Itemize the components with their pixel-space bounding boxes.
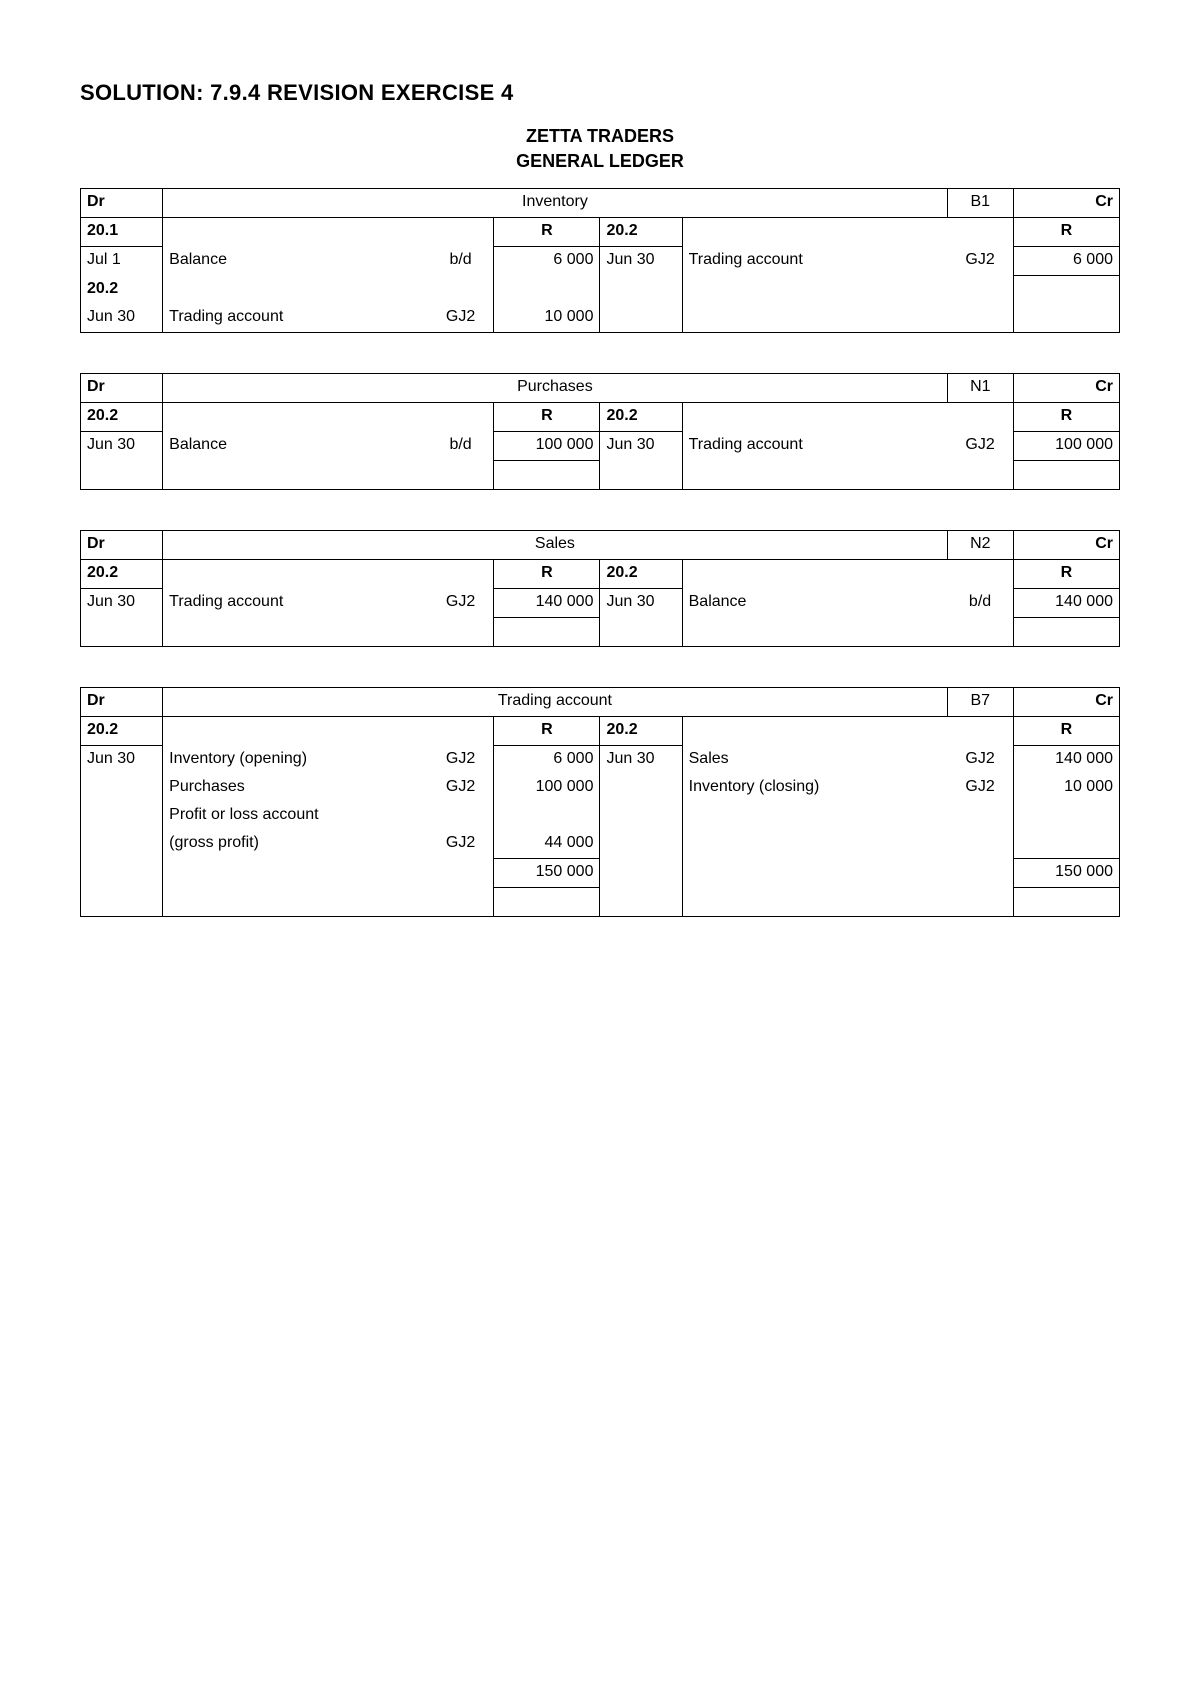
r-header: R <box>1013 560 1119 589</box>
r-header: R <box>1013 218 1119 247</box>
dr-desc: Balance <box>163 247 428 276</box>
cr-fol: GJ2 <box>947 432 1013 461</box>
cr-amt: 140 000 <box>1013 746 1119 775</box>
inventory-account: Dr Inventory B1 Cr 20.1 R 20.2 R Jul 1 B… <box>80 188 1120 333</box>
account-name: Inventory <box>163 189 948 218</box>
dr-fol: b/d <box>428 432 494 461</box>
dr-fol: GJ2 <box>428 774 494 802</box>
r-header: R <box>1013 717 1119 746</box>
cr-desc: Balance <box>682 589 947 618</box>
dr-desc: Balance <box>163 432 428 461</box>
ledger-label: GENERAL LEDGER <box>80 151 1120 172</box>
dr-date: Jul 1 <box>81 247 163 276</box>
dr-date: Jun 30 <box>81 432 163 461</box>
company-name: ZETTA TRADERS <box>80 126 1120 147</box>
dr-fol: GJ2 <box>428 830 494 859</box>
dr-amt: 6 000 <box>494 746 600 775</box>
cr-label: Cr <box>1013 189 1119 218</box>
dr-year2: 20.2 <box>81 276 163 305</box>
dr-date: Jun 30 <box>81 589 163 618</box>
dr-desc: Purchases <box>163 774 428 802</box>
cr-label: Cr <box>1013 688 1119 717</box>
dr-year: 20.2 <box>81 403 163 432</box>
cr-fol: b/d <box>947 589 1013 618</box>
cr-fol: GJ2 <box>947 746 1013 775</box>
cr-date: Jun 30 <box>600 589 682 618</box>
dr-amt: 6 000 <box>494 247 600 276</box>
r-header: R <box>494 403 600 432</box>
cr-year: 20.2 <box>600 403 682 432</box>
trading-account: Dr Trading account B7 Cr 20.2 R 20.2 R J… <box>80 687 1120 917</box>
dr-label: Dr <box>81 688 163 717</box>
sales-account: Dr Sales N2 Cr 20.2 R 20.2 R Jun 30 Trad… <box>80 530 1120 647</box>
dr-year: 20.1 <box>81 218 163 247</box>
cr-date: Jun 30 <box>600 247 682 276</box>
dr-fol: GJ2 <box>428 746 494 775</box>
dr-fol: b/d <box>428 247 494 276</box>
dr-amt: 10 000 <box>494 304 600 333</box>
account-code: N1 <box>947 374 1013 403</box>
cr-fol: GJ2 <box>947 774 1013 802</box>
cr-fol: GJ2 <box>947 247 1013 276</box>
dr-desc: Profit or loss account <box>163 802 428 830</box>
dr-year: 20.2 <box>81 560 163 589</box>
dr-desc: Trading account <box>163 304 428 333</box>
cr-year: 20.2 <box>600 218 682 247</box>
dr-label: Dr <box>81 374 163 403</box>
dr-desc: (gross profit) <box>163 830 428 859</box>
r-header: R <box>1013 403 1119 432</box>
dr-year: 20.2 <box>81 717 163 746</box>
dr-amt: 100 000 <box>494 432 600 461</box>
cr-label: Cr <box>1013 531 1119 560</box>
dr-label: Dr <box>81 189 163 218</box>
dr-desc: Inventory (opening) <box>163 746 428 775</box>
r-header: R <box>494 218 600 247</box>
cr-amt: 100 000 <box>1013 432 1119 461</box>
dr-label: Dr <box>81 531 163 560</box>
dr-fol: GJ2 <box>428 589 494 618</box>
account-name: Sales <box>163 531 948 560</box>
purchases-account: Dr Purchases N1 Cr 20.2 R 20.2 R Jun 30 … <box>80 373 1120 490</box>
cr-year: 20.2 <box>600 717 682 746</box>
account-name: Trading account <box>163 688 948 717</box>
cr-amt: 10 000 <box>1013 774 1119 802</box>
dr-fol: GJ2 <box>428 304 494 333</box>
cr-desc: Trading account <box>682 247 947 276</box>
dr-date: Jun 30 <box>81 746 163 775</box>
dr-desc: Trading account <box>163 589 428 618</box>
cr-amt: 6 000 <box>1013 247 1119 276</box>
dr-amt: 44 000 <box>494 830 600 859</box>
r-header: R <box>494 717 600 746</box>
cr-total: 150 000 <box>1013 859 1119 888</box>
r-header: R <box>494 560 600 589</box>
cr-desc: Sales <box>682 746 947 775</box>
page-title: SOLUTION: 7.9.4 REVISION EXERCISE 4 <box>80 80 1120 106</box>
cr-year: 20.2 <box>600 560 682 589</box>
dr-amt: 140 000 <box>494 589 600 618</box>
dr-total: 150 000 <box>494 859 600 888</box>
account-code: B1 <box>947 189 1013 218</box>
cr-date: Jun 30 <box>600 432 682 461</box>
cr-desc: Trading account <box>682 432 947 461</box>
account-code: N2 <box>947 531 1013 560</box>
cr-label: Cr <box>1013 374 1119 403</box>
cr-date: Jun 30 <box>600 746 682 775</box>
account-name: Purchases <box>163 374 948 403</box>
account-code: B7 <box>947 688 1013 717</box>
cr-amt: 140 000 <box>1013 589 1119 618</box>
cr-desc: Inventory (closing) <box>682 774 947 802</box>
dr-amt: 100 000 <box>494 774 600 802</box>
dr-date: Jun 30 <box>81 304 163 333</box>
